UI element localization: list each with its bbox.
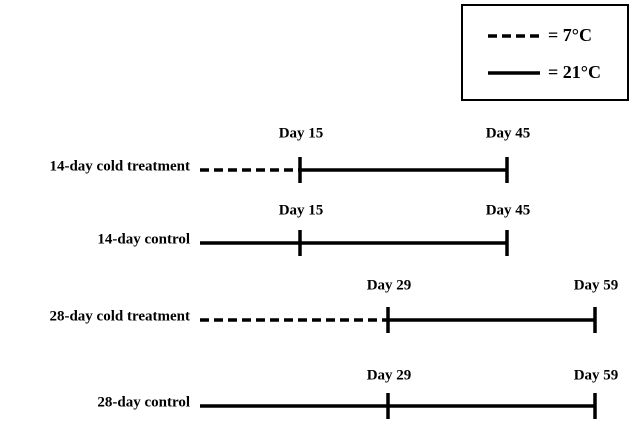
day-label: Day 15: [279, 202, 324, 218]
day-label: Day 59: [574, 277, 619, 293]
row-label: 14-day cold treatment: [49, 158, 190, 174]
day-label: Day 59: [574, 367, 619, 383]
day-label: Day 45: [486, 125, 531, 141]
row-label: 28-day control: [97, 394, 190, 410]
row-label: 28-day cold treatment: [49, 308, 190, 324]
legend-label: = 7°C: [548, 25, 592, 45]
legend-label: = 21°C: [548, 62, 601, 82]
legend-box: [461, 4, 629, 101]
day-label: Day 29: [367, 367, 412, 383]
day-label: Day 29: [367, 277, 412, 293]
day-label: Day 15: [279, 125, 324, 141]
row-label: 14-day control: [97, 231, 190, 247]
day-label: Day 45: [486, 202, 531, 218]
